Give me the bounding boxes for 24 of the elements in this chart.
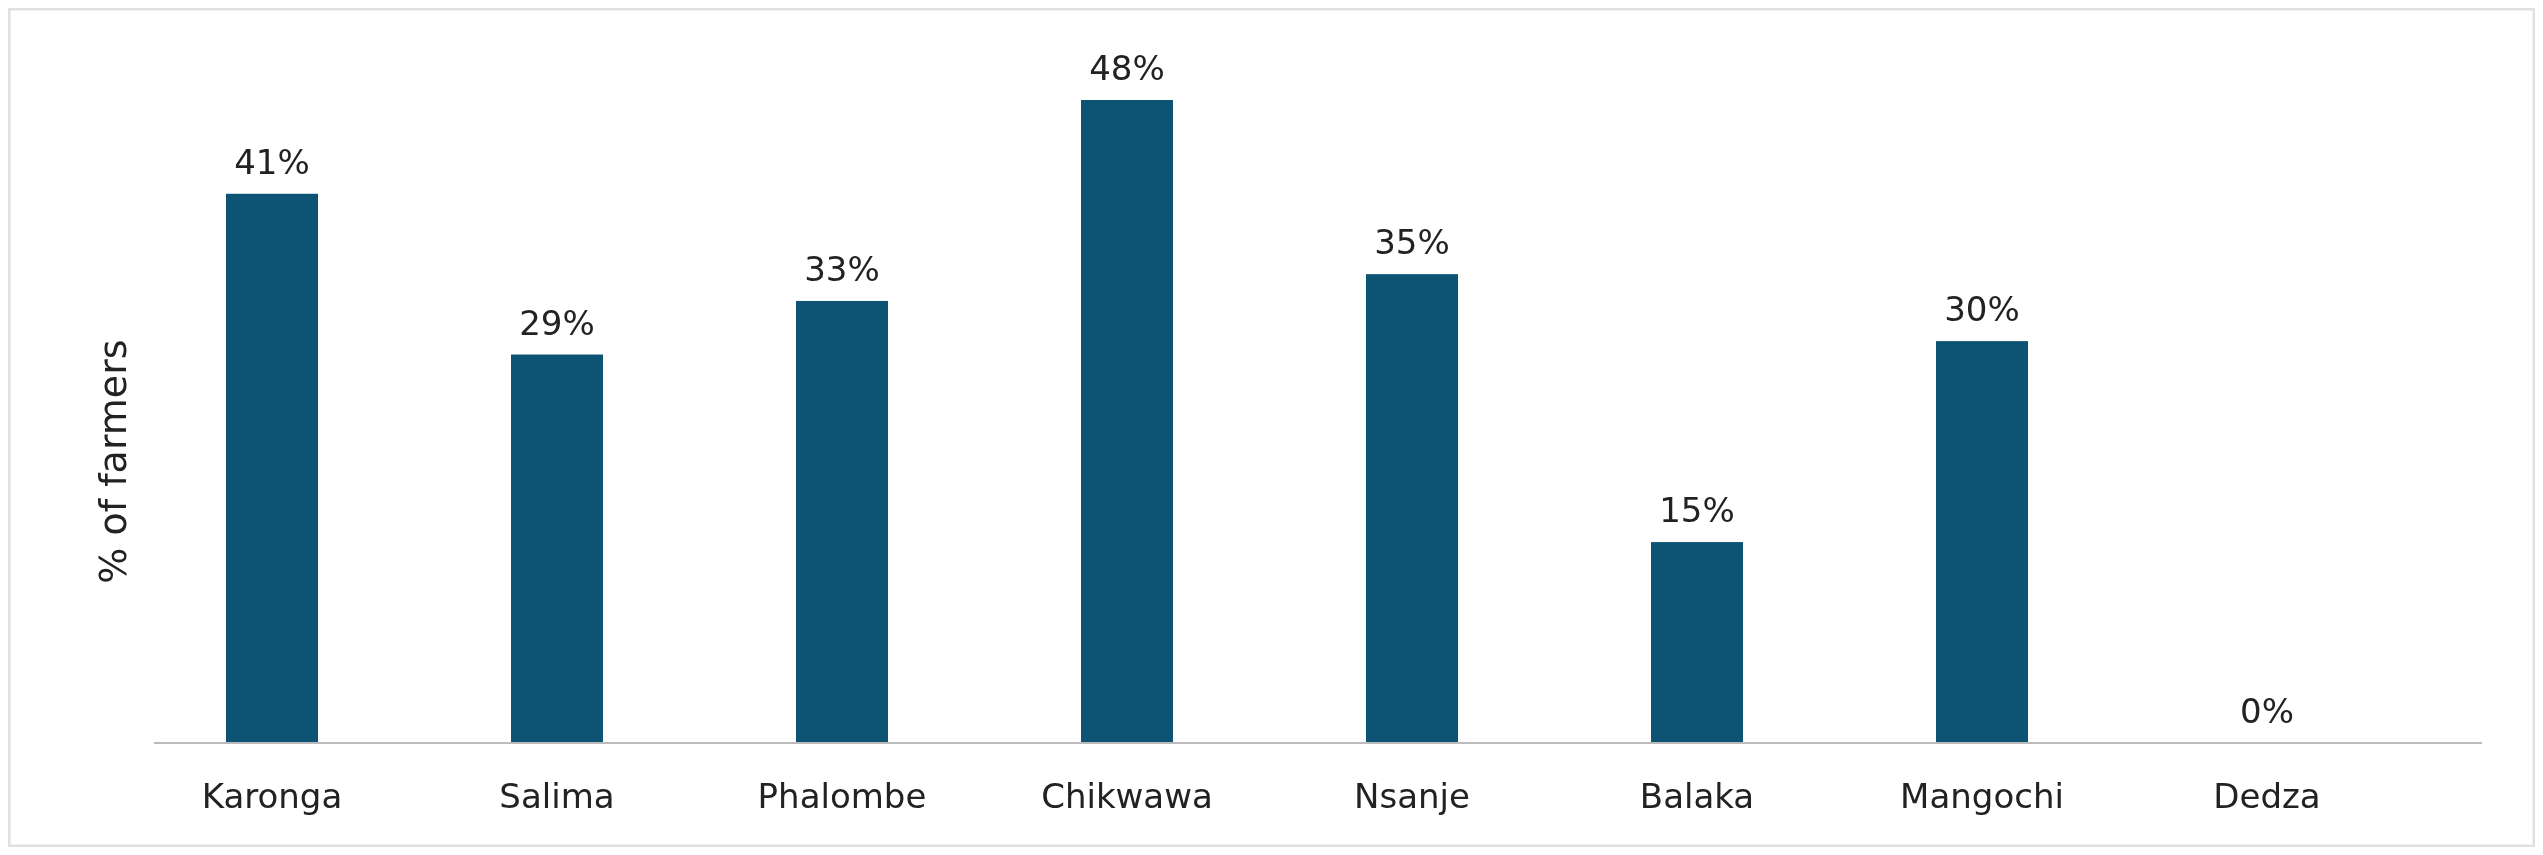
x-tick-label: Nsanje bbox=[1354, 776, 1470, 816]
x-tick-label: Salima bbox=[499, 776, 615, 816]
data-label: 35% bbox=[1374, 222, 1450, 263]
bar bbox=[1081, 100, 1173, 743]
data-label: 0% bbox=[2240, 691, 2294, 731]
bar bbox=[511, 354, 603, 743]
bar bbox=[796, 300, 888, 743]
x-tick-label: Balaka bbox=[1639, 776, 1755, 816]
bar bbox=[1366, 274, 1458, 743]
x-tick-label: Mangochi bbox=[1900, 776, 2064, 816]
y-axis-title: % of farmers bbox=[91, 339, 135, 584]
bar bbox=[1651, 542, 1743, 743]
data-label: 48% bbox=[1089, 48, 1165, 88]
data-label: 33% bbox=[804, 248, 880, 289]
data-label: 15% bbox=[1659, 490, 1735, 531]
x-tick-label: Chikwawa bbox=[1041, 776, 1213, 816]
x-tick-label: Dedza bbox=[2213, 776, 2321, 816]
data-label: 29% bbox=[519, 302, 595, 343]
bar bbox=[226, 193, 318, 743]
x-tick-label: Phalombe bbox=[757, 776, 927, 816]
data-label: 30% bbox=[1944, 289, 2020, 330]
data-label: 41% bbox=[234, 141, 310, 182]
x-tick-label: Karonga bbox=[201, 776, 343, 816]
bar bbox=[1936, 341, 2028, 743]
